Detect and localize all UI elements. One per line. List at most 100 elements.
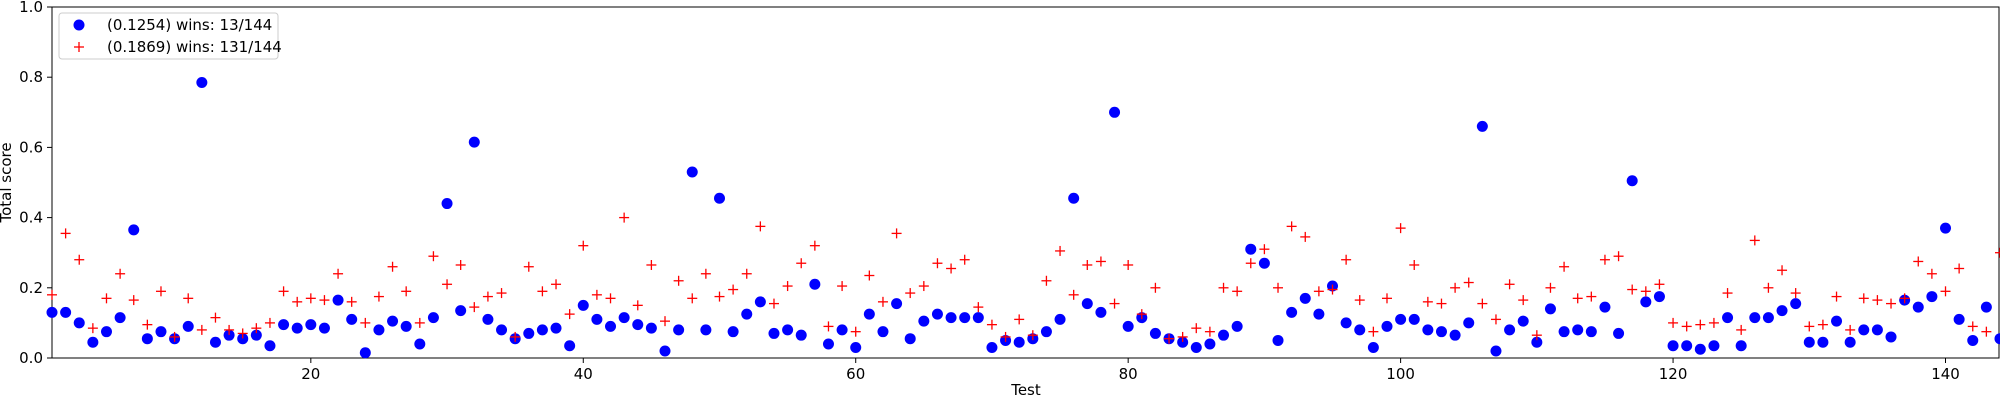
data-point-series-2 — [1681, 321, 1692, 332]
data-point-series-1 — [673, 324, 685, 336]
data-point-series-1 — [1967, 334, 1979, 346]
data-point-series-1 — [986, 341, 998, 353]
data-point-series-1 — [455, 305, 467, 317]
data-point-series-2 — [728, 284, 739, 295]
data-point-series-2 — [1749, 235, 1760, 246]
data-point-series-1 — [1871, 324, 1883, 336]
data-point-series-2 — [1150, 282, 1161, 293]
data-point-series-2 — [1395, 223, 1406, 234]
x-axis-label: Test — [1010, 381, 1041, 399]
data-point-series-2 — [1504, 279, 1515, 290]
data-point-series-1 — [278, 319, 290, 331]
data-point-series-1 — [414, 338, 426, 350]
data-point-series-1 — [1245, 243, 1257, 255]
data-point-series-1 — [1422, 324, 1434, 336]
data-point-series-1 — [659, 345, 671, 357]
data-point-series-1 — [1190, 341, 1202, 353]
data-point-series-2 — [469, 302, 480, 313]
data-point-series-2 — [905, 288, 916, 299]
data-point-series-2 — [1899, 293, 1910, 304]
data-point-series-1 — [1776, 305, 1788, 317]
data-point-series-2 — [442, 279, 453, 290]
data-point-series-2 — [850, 326, 861, 337]
data-point-series-2 — [1055, 245, 1066, 256]
data-point-series-2 — [986, 319, 997, 330]
data-point-series-1 — [60, 306, 72, 318]
data-point-series-1 — [1667, 340, 1679, 352]
data-point-series-1 — [1912, 301, 1924, 313]
y-tick-label: 0.8 — [19, 68, 43, 86]
data-point-series-2 — [1599, 254, 1610, 265]
data-point-series-2 — [142, 319, 153, 330]
data-point-series-1 — [1408, 313, 1420, 325]
data-point-series-1 — [1558, 326, 1570, 338]
x-tick-label: 140 — [1931, 365, 1960, 383]
data-point-series-2 — [346, 296, 357, 307]
data-point-series-2 — [1232, 286, 1243, 297]
data-point-series-1 — [1885, 331, 1897, 343]
data-point-series-1 — [1367, 341, 1379, 353]
data-point-series-1 — [877, 326, 889, 338]
data-point-series-2 — [387, 261, 398, 272]
data-point-series-2 — [1627, 284, 1638, 295]
data-point-series-1 — [550, 322, 562, 334]
data-point-series-2 — [1409, 259, 1420, 270]
data-point-series-2 — [782, 281, 793, 292]
data-point-series-2 — [1245, 258, 1256, 269]
data-point-series-1 — [727, 326, 739, 338]
data-point-series-1 — [1286, 306, 1298, 318]
data-point-series-1 — [1395, 313, 1407, 325]
x-tick-label: 100 — [1386, 365, 1415, 383]
data-point-series-1 — [1204, 338, 1216, 350]
data-point-series-1 — [1013, 336, 1025, 348]
data-point-series-2 — [1872, 295, 1883, 306]
data-point-series-1 — [850, 341, 862, 353]
data-point-series-1 — [959, 312, 971, 324]
data-point-series-2 — [1572, 293, 1583, 304]
data-point-series-2 — [877, 296, 888, 307]
y-tick-label: 1.0 — [19, 0, 43, 16]
data-point-series-1 — [564, 340, 576, 352]
data-point-series-2 — [155, 286, 166, 297]
data-point-series-2 — [196, 324, 207, 335]
data-point-series-2 — [1218, 282, 1229, 293]
data-point-series-1 — [1681, 340, 1693, 352]
data-point-series-2 — [1981, 326, 1992, 337]
data-point-series-1 — [1531, 336, 1543, 348]
data-point-series-1 — [1613, 327, 1625, 339]
data-point-series-2 — [224, 324, 235, 335]
data-point-series-2 — [1027, 330, 1038, 341]
data-point-series-1 — [1081, 298, 1093, 310]
data-point-series-1 — [1844, 336, 1856, 348]
data-point-series-2 — [1913, 256, 1924, 267]
data-point-series-2 — [1000, 331, 1011, 342]
data-point-series-2 — [455, 259, 466, 270]
data-point-series-1 — [332, 294, 344, 306]
data-point-series-1 — [536, 324, 548, 336]
data-point-series-1 — [1749, 312, 1761, 324]
data-point-series-2 — [210, 312, 221, 323]
data-point-series-1 — [318, 322, 330, 334]
data-point-series-1 — [1953, 313, 1965, 325]
data-point-series-2 — [319, 295, 330, 306]
data-point-series-2 — [87, 323, 98, 334]
data-point-series-2 — [673, 275, 684, 286]
data-point-series-2 — [551, 279, 562, 290]
data-point-series-1 — [1381, 320, 1393, 332]
y-tick-label: 0.6 — [19, 138, 43, 156]
data-point-series-2 — [373, 291, 384, 302]
data-point-series-2 — [605, 293, 616, 304]
data-point-series-2 — [1967, 321, 1978, 332]
data-point-series-1 — [782, 324, 794, 336]
data-point-series-1 — [1803, 336, 1815, 348]
data-point-series-1 — [496, 324, 508, 336]
data-point-series-1 — [1463, 317, 1475, 329]
data-point-series-2 — [414, 317, 425, 328]
data-point-series-1 — [387, 315, 399, 327]
data-point-series-1 — [114, 312, 126, 324]
data-point-series-1 — [1054, 313, 1066, 325]
data-point-series-2 — [1463, 277, 1474, 288]
data-point-series-2 — [1654, 279, 1665, 290]
data-point-series-1 — [1858, 324, 1870, 336]
